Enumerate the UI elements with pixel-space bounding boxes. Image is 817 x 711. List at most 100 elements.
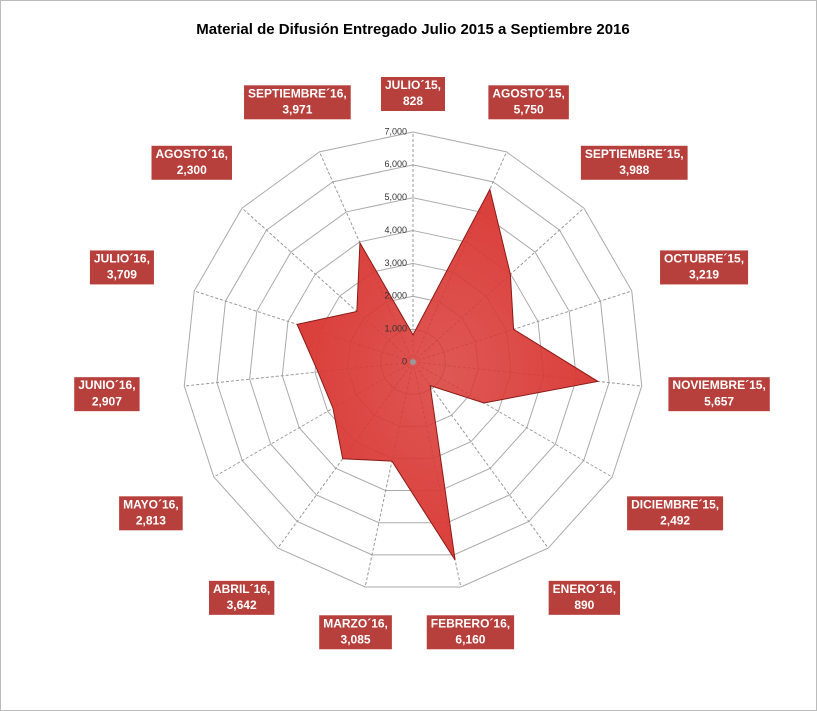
- data-label-box: [488, 85, 569, 120]
- category-name: MAYO´16: [123, 497, 176, 511]
- data-label: OCTUBRE´15, 3,219: [660, 250, 749, 285]
- data-label: ABRIL´16, 3,642: [208, 580, 275, 615]
- tick-label: 7,000: [384, 126, 407, 136]
- data-label-box: [244, 85, 351, 120]
- separator: ,: [147, 252, 150, 266]
- data-label-category: JULIO´15,: [385, 78, 441, 92]
- data-label-box: [426, 615, 515, 650]
- separator: ,: [438, 78, 441, 92]
- data-label-value: 3,988: [619, 163, 649, 177]
- separator: ,: [267, 582, 270, 596]
- data-label-value: 2,492: [660, 513, 690, 527]
- data-label-value: 3,219: [689, 268, 719, 282]
- data-label-value: 2,813: [136, 513, 166, 527]
- data-label-value: 3,085: [341, 632, 371, 646]
- data-label: DICIEMBRE´15, 2,492: [627, 496, 724, 531]
- spoke: [412, 361, 613, 478]
- data-label-value: 828: [403, 94, 423, 108]
- radar-area: [296, 188, 600, 561]
- separator: ,: [175, 497, 178, 511]
- separator: ,: [562, 86, 565, 100]
- category-name: NOVIEMBRE´15: [672, 378, 762, 392]
- data-label: NOVIEMBRE´15, 5,657: [668, 377, 770, 412]
- separator: ,: [385, 616, 388, 630]
- category-name: ENERO´16: [553, 582, 613, 596]
- category-name: AGOSTO´16: [156, 147, 225, 161]
- spoke: [364, 361, 414, 588]
- data-label-value: 3,642: [227, 598, 257, 612]
- data-label-category: MAYO´16,: [123, 497, 179, 511]
- data-label: AGOSTO´15, 5,750: [488, 85, 569, 120]
- tick-label: 3,000: [384, 258, 407, 268]
- data-label-box: [74, 377, 140, 412]
- tick-label: 1,000: [384, 324, 407, 334]
- spoke: [412, 361, 549, 549]
- category-name: DICIEMBRE´15: [631, 497, 716, 511]
- data-label-category: ABRIL´16,: [213, 582, 270, 596]
- data-label: AGOSTO´16, 2,300: [151, 145, 232, 180]
- data-label-value: 2,907: [92, 394, 122, 408]
- data-label-box: [319, 615, 392, 650]
- data-label: SEPTIEMBRE´16, 3,971: [244, 85, 351, 120]
- data-label-category: OCTUBRE´15,: [664, 252, 744, 266]
- data-label-category: NOVIEMBRE´15,: [672, 378, 765, 392]
- category-name: OCTUBRE´15: [664, 252, 741, 266]
- category-name: MARZO´16: [323, 616, 385, 630]
- data-label-category: MARZO´16,: [323, 616, 388, 630]
- tick-label: 4,000: [384, 225, 407, 235]
- separator: ,: [716, 497, 719, 511]
- data-label-box: [380, 77, 446, 111]
- separator: ,: [343, 86, 346, 100]
- category-name: ABRIL´16: [213, 582, 267, 596]
- data-label-value: 5,750: [514, 102, 544, 116]
- data-label-category: ENERO´16,: [553, 582, 616, 596]
- data-label: JULIO´15, 828: [380, 77, 446, 111]
- category-name: SEPTIEMBRE´16: [248, 86, 344, 100]
- separator: ,: [132, 378, 135, 392]
- data-label: FEBRERO´16, 6,160: [426, 615, 515, 650]
- data-label-box: [89, 250, 154, 285]
- tick-label: 2,000: [384, 291, 407, 301]
- data-label-category: AGOSTO´15,: [492, 86, 564, 100]
- data-label: MAYO´16, 2,813: [119, 496, 183, 531]
- grid-ring: [216, 164, 610, 556]
- data-label-box: [580, 145, 688, 180]
- data-label-category: AGOSTO´16,: [156, 147, 228, 161]
- data-label-category: FEBRERO´16,: [431, 616, 510, 630]
- data-label: JULIO´16, 3,709: [89, 250, 154, 285]
- data-label-category: JULIO´16,: [94, 252, 150, 266]
- spoke: [412, 290, 632, 363]
- data-label-box: [627, 496, 724, 531]
- data-label-value: 5,657: [704, 394, 734, 408]
- spoke: [213, 361, 414, 478]
- data-label-value: 2,300: [177, 163, 207, 177]
- data-label-box: [151, 145, 232, 180]
- data-label-box: [119, 496, 183, 531]
- separator: ,: [741, 252, 744, 266]
- category-name: JULIO´15: [385, 78, 438, 92]
- data-label: SEPTIEMBRE´15, 3,988: [580, 145, 688, 180]
- data-label-box: [208, 580, 275, 615]
- data-label-category: SEPTIEMBRE´16,: [248, 86, 347, 100]
- data-label-category: SEPTIEMBRE´15,: [585, 147, 684, 161]
- data-label: ENERO´16, 890: [548, 580, 621, 615]
- data-label: JUNIO´16, 2,907: [74, 377, 140, 412]
- data-label-value: 3,971: [282, 102, 312, 116]
- tick-label: 5,000: [384, 192, 407, 202]
- separator: ,: [762, 378, 765, 392]
- category-name: AGOSTO´15: [492, 86, 561, 100]
- data-label-category: DICIEMBRE´15,: [631, 497, 719, 511]
- chart-title: Material de Difusión Entregado Julio 201…: [196, 21, 629, 38]
- spoke: [184, 361, 414, 387]
- separator: ,: [680, 147, 683, 161]
- separator: ,: [225, 147, 228, 161]
- grid-ring: [183, 131, 643, 588]
- data-label-value: 3,709: [107, 268, 137, 282]
- tick-label: 0: [402, 356, 407, 366]
- grid-ring: [249, 197, 577, 524]
- data-label-box: [548, 580, 621, 615]
- data-label: MARZO´16, 3,085: [319, 615, 392, 650]
- category-name: JULIO´16: [94, 252, 147, 266]
- separator: ,: [507, 616, 510, 630]
